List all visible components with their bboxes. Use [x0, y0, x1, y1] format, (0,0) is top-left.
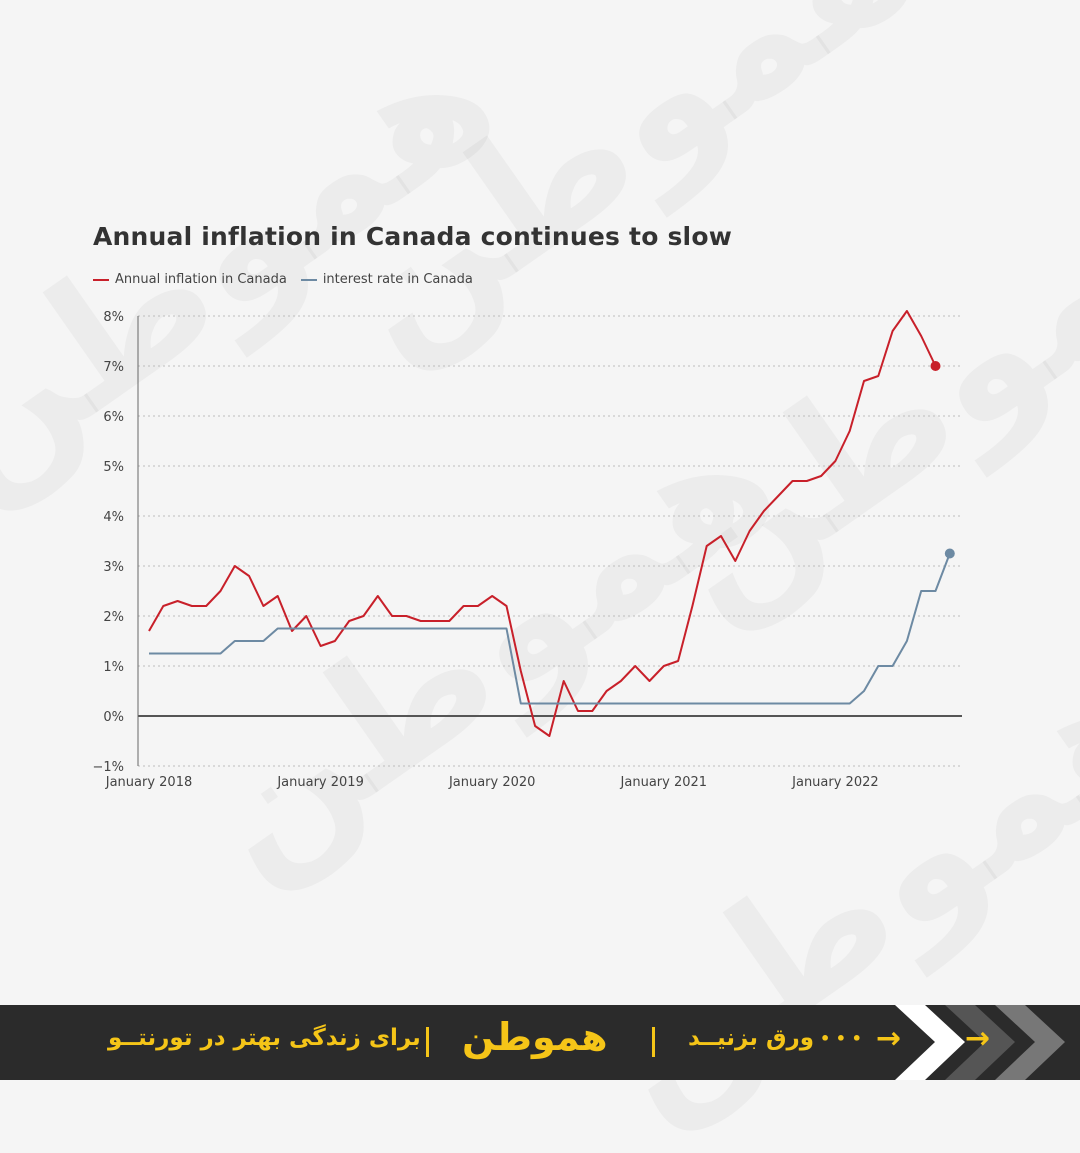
series-line-1 [149, 553, 951, 705]
chart-title: Annual inflation in Canada continues to … [93, 222, 732, 251]
chevron-icon-3 [995, 1005, 1065, 1080]
x-tick-label: January 2022 [791, 775, 879, 790]
arrow-right-icon: → [965, 1021, 991, 1056]
legend-item-inflation: Annual inflation in Canada [93, 272, 287, 287]
y-tick-label: 8% [103, 310, 124, 325]
chevron-icon-1 [895, 1005, 965, 1080]
x-tick-label: January 2018 [105, 775, 193, 790]
y-tick-label: 7% [103, 360, 124, 375]
legend-item-interest: interest rate in Canada [300, 272, 473, 287]
y-tick-label: 1% [103, 660, 124, 675]
footer-banner: → → • • • ورق بزنیــد هموطن برای زندگی ب… [0, 1005, 1080, 1080]
footer-separator-2 [426, 1027, 429, 1057]
footer-tagline: برای زندگی بهتر در تورنتــو [108, 1025, 421, 1051]
footer-separator-1 [652, 1027, 655, 1057]
y-tick-label: 0% [103, 710, 124, 725]
footer-chevrons [895, 1005, 1065, 1080]
y-tick-label: 4% [103, 510, 124, 525]
series-line-0 [148, 310, 937, 737]
chevron-icon-2 [945, 1005, 1015, 1080]
legend-swatch-interest [300, 278, 317, 281]
line-chart: 8% 7% 6% 5% 4% 3% 2% 1% 0% −1%January 2018 January… [92, 310, 962, 790]
footer-swipe-text[interactable]: ورق بزنیــد [688, 1025, 815, 1051]
x-tick-label: January 2020 [448, 775, 536, 790]
footer-dots: • • • [820, 1029, 862, 1048]
y-tick-label: 3% [103, 560, 124, 575]
x-tick-label: January 2019 [276, 775, 364, 790]
legend-label-interest: interest rate in Canada [322, 272, 473, 287]
chart-legend: Annual inflation in Canada interest rate… [93, 272, 473, 287]
y-tick-label: 6% [103, 410, 124, 425]
y-tick-label: 2% [103, 610, 124, 625]
footer-logo: هموطن [462, 1015, 608, 1059]
legend-label-inflation: Annual inflation in Canada [115, 272, 287, 287]
arrow-right-icon-2: → [876, 1021, 902, 1056]
series-end-point-1 [944, 548, 955, 559]
series-end-point-0 [930, 361, 941, 371]
x-tick-label: January 2021 [620, 775, 708, 790]
y-tick-label: −1% [92, 760, 124, 775]
y-tick-label: 5% [103, 460, 124, 475]
legend-swatch-inflation [93, 278, 109, 281]
